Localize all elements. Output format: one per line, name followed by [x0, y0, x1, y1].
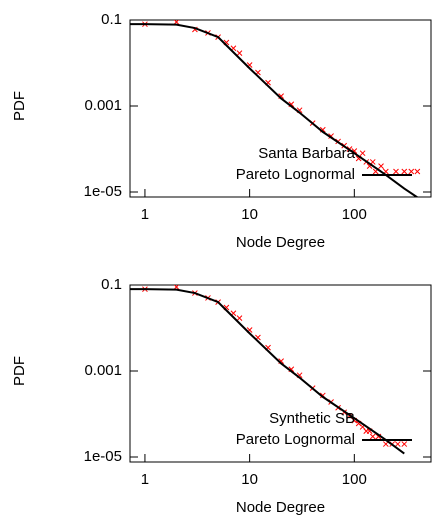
x-tick-label: 100 — [342, 206, 367, 223]
y-tick-label: 1e-05 — [84, 183, 122, 200]
y-tick-label: 0.001 — [84, 362, 122, 379]
point — [369, 433, 376, 440]
point — [382, 441, 389, 447]
point — [401, 168, 408, 175]
y-axis-label: PDF — [11, 356, 28, 386]
legend-label: Santa Barbara — [258, 145, 355, 162]
y-tick-label: 0.1 — [101, 276, 122, 293]
point — [236, 50, 243, 56]
point — [236, 315, 243, 321]
fit-line — [130, 288, 405, 455]
x-tick-label: 100 — [342, 471, 367, 488]
y-tick-label: 1e-05 — [84, 448, 122, 465]
y-axis-label: PDF — [11, 91, 28, 121]
point — [378, 163, 384, 169]
x-axis-label: Node Degree — [236, 234, 325, 251]
x-tick-label: 1 — [141, 471, 149, 488]
x-tick-label: 10 — [241, 206, 258, 223]
point — [394, 441, 401, 447]
point — [359, 150, 366, 157]
legend-label: Pareto Lognormal — [236, 431, 355, 448]
y-tick-label: 0.001 — [84, 97, 122, 114]
plot-frame — [129, 19, 432, 198]
x-tick-label: 10 — [241, 471, 258, 488]
x-tick-label: 1 — [141, 206, 149, 223]
y-tick-label: 0.1 — [101, 11, 122, 28]
plot-frame — [129, 284, 432, 463]
point — [414, 168, 421, 175]
x-axis-label: Node Degree — [236, 499, 325, 516]
point — [393, 168, 399, 175]
legend-label: Pareto Lognormal — [236, 166, 355, 183]
point — [408, 168, 415, 175]
legend-label: Synthetic SB — [269, 410, 355, 427]
point — [401, 441, 408, 447]
